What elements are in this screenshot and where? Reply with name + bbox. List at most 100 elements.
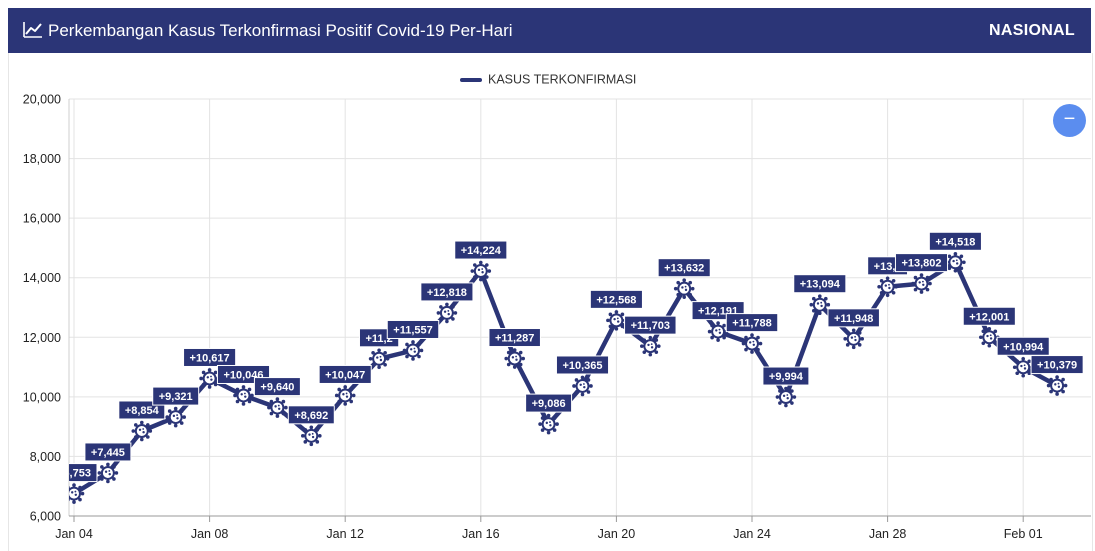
data-label-text: +11,948 (834, 313, 873, 325)
data-label-box (287, 405, 335, 425)
virus-icon[interactable] (30, 480, 51, 501)
virus-icon[interactable] (673, 278, 695, 299)
virus-icon[interactable] (775, 386, 797, 408)
data-label-box (827, 308, 880, 328)
virus-icon[interactable] (233, 385, 254, 406)
data-label-box (318, 364, 372, 384)
virus-icon[interactable] (572, 375, 593, 397)
data-label: +12,001 (962, 306, 1016, 326)
x-tick-label: Feb 01 (1004, 527, 1043, 541)
y-tick-label: 8,000 (30, 450, 61, 464)
collapse-button[interactable]: − (1053, 104, 1086, 137)
data-label-box (555, 355, 610, 375)
virus-icon[interactable] (1046, 375, 1068, 396)
virus-icon[interactable] (911, 273, 932, 294)
data-label-text: +10,994 (1003, 341, 1044, 353)
virus-icon[interactable] (368, 348, 390, 370)
y-tick-label: 12,000 (23, 331, 61, 345)
virus-icon[interactable] (165, 406, 186, 428)
x-tick-label: Jan 20 (598, 527, 636, 541)
data-label-text: +12,001 (969, 311, 1009, 323)
data-label-text: +14,518 (935, 236, 975, 248)
virus-icon[interactable] (945, 251, 966, 273)
data-label-box (152, 386, 200, 406)
virus-icon[interactable] (877, 276, 898, 298)
y-tick-label: 16,000 (23, 212, 61, 226)
data-label-text: +7,445 (91, 447, 125, 459)
data-label: +12,568 (589, 289, 643, 309)
data-label: +7,445 (84, 442, 132, 462)
data-label: +14,518 (928, 231, 982, 251)
data-label-box (894, 253, 949, 273)
virus-icon[interactable] (131, 420, 153, 442)
data-label: +11,788 (725, 313, 779, 333)
data-label: +12,818 (420, 282, 474, 302)
series-line (69, 260, 1060, 496)
data-label: +9,086 (525, 393, 573, 413)
data-label-box (69, 463, 98, 483)
virus-icon[interactable] (504, 348, 525, 369)
data-label-text: +10,047 (325, 369, 365, 381)
virus-icon[interactable] (809, 294, 831, 316)
data-label-text: +12,818 (427, 287, 467, 299)
minus-icon: − (1063, 108, 1076, 130)
data-label-box (525, 393, 573, 413)
virus-icon[interactable] (1012, 356, 1034, 378)
data-label-text: +11,287 (495, 333, 534, 345)
series-group: +6,753+7,445+8,854+9,321+10,617+10,046+9… (30, 231, 1084, 504)
data-label: +11,287 (488, 328, 541, 348)
x-tick-label: Jan 08 (191, 527, 229, 541)
virus-icon[interactable] (267, 397, 288, 418)
data-label: +13,632 (657, 258, 711, 278)
data-label-box (725, 313, 779, 333)
virus-icon[interactable] (843, 328, 864, 350)
data-label: +13,094 (793, 274, 847, 294)
data-label-text: +12,568 (596, 294, 636, 306)
data-label-text: +11,788 (732, 318, 771, 330)
legend-label: KASUS TERKONFIRMASI (488, 72, 637, 87)
virus-icon[interactable] (402, 340, 424, 361)
data-label-box (996, 336, 1050, 356)
virus-icon[interactable] (301, 425, 322, 447)
data-label-box (793, 274, 847, 294)
data-label: +11,557 (386, 319, 440, 339)
data-label-text: +8,692 (294, 410, 328, 422)
trend-line-icon (23, 22, 42, 38)
x-tick-label: Jan 28 (869, 527, 907, 541)
data-label: +10,379 (1030, 355, 1084, 375)
virus-icon[interactable] (97, 462, 119, 484)
data-label-text: +11,2 (365, 333, 392, 345)
virus-icon[interactable] (741, 333, 763, 354)
data-label-box (962, 306, 1016, 326)
data-label-text: +10,617 (190, 352, 230, 364)
y-tick-label: 6,000 (30, 510, 61, 524)
virus-icon[interactable] (640, 335, 661, 357)
y-tick-label: 18,000 (23, 152, 61, 166)
virus-icon[interactable] (334, 385, 356, 406)
chart-legend[interactable]: KASUS TERKONFIRMASI (460, 72, 636, 88)
legend-swatch (460, 77, 482, 82)
virus-icon[interactable] (979, 326, 1000, 348)
chart-card: 6,000 8,000 10,000 12,000 14,000 16,000 18,000… (8, 53, 1093, 551)
data-label-text: +8,854 (125, 405, 160, 417)
data-label-text: +10,046 (223, 369, 263, 381)
data-label-box (386, 319, 440, 339)
data-label: +9,321 (152, 386, 200, 406)
virus-icon[interactable] (606, 310, 627, 331)
data-label-box (84, 442, 132, 462)
region-label: NASIONAL (989, 22, 1075, 39)
virus-icon[interactable] (64, 483, 85, 504)
virus-icon[interactable] (470, 260, 492, 282)
data-label-text: +13,632 (664, 263, 704, 275)
data-label-text: +11,557 (393, 324, 432, 336)
virus-icon[interactable] (707, 321, 729, 342)
data-label-box (454, 240, 508, 260)
data-label-box (183, 347, 237, 367)
virus-icon[interactable] (538, 413, 559, 435)
virus-icon[interactable] (199, 368, 220, 389)
data-label-text: +11,703 (631, 320, 670, 332)
data-label-text: +14,224 (461, 245, 502, 257)
virus-icon[interactable] (436, 302, 458, 324)
data-label: +10,047 (318, 364, 372, 384)
data-label: +13,802 (894, 253, 949, 273)
